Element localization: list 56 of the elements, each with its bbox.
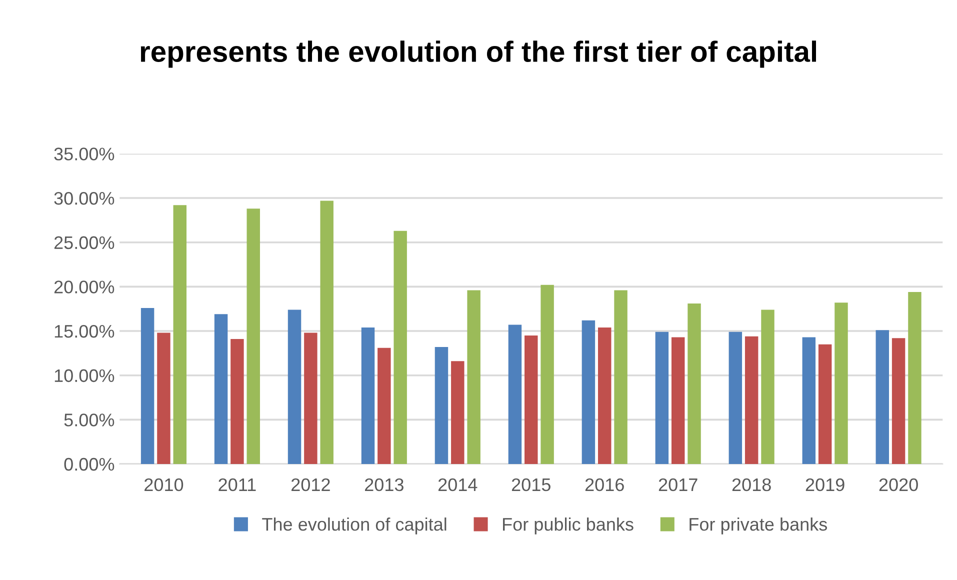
bar [876, 330, 889, 464]
bar [598, 327, 612, 464]
y-tick-label: 25.00% [54, 236, 114, 250]
y-tick-label: 5.00% [64, 414, 114, 426]
bar [728, 332, 742, 464]
bar [157, 332, 170, 464]
bar [467, 290, 480, 464]
y-tick-label: 30.00% [54, 192, 114, 205]
bar [230, 338, 244, 464]
bar [582, 320, 596, 464]
y-tick-label: 20.00% [54, 280, 114, 294]
x-tick-label: 2015 [512, 478, 550, 492]
bar [508, 324, 522, 464]
x-tick-label: 2019 [806, 478, 844, 492]
x-tick-label: 2010 [144, 478, 184, 492]
y-tick-label: 35.00% [54, 148, 114, 160]
bar [394, 230, 407, 464]
bar [434, 346, 448, 464]
legend-label: The evolution of capital [262, 517, 446, 534]
bar [173, 205, 186, 464]
x-tick-label: 2020 [879, 478, 918, 492]
bar [614, 290, 628, 464]
bar [834, 302, 848, 464]
bar [892, 338, 906, 464]
x-tick-label: 2014 [438, 478, 478, 492]
x-tick-label: 2011 [218, 478, 256, 492]
legend-label: For public banks [503, 517, 634, 534]
bar [288, 310, 302, 464]
x-tick-label: 2013 [364, 478, 404, 492]
bar [540, 284, 554, 464]
y-tick-label: 15.00% [54, 324, 114, 338]
bar [304, 332, 318, 464]
bar [214, 314, 228, 464]
x-tick-label: 2012 [292, 478, 330, 492]
bar [671, 337, 685, 464]
legend-label: For private banks [690, 517, 828, 534]
bar [378, 348, 391, 464]
bar [246, 208, 260, 464]
bar [802, 337, 816, 464]
x-tick-label: 2017 [658, 478, 698, 492]
y-tick-label: 10.00% [54, 369, 114, 382]
bar [451, 361, 464, 464]
x-tick-label: 2016 [585, 478, 624, 492]
bar [744, 336, 758, 464]
bar [320, 200, 334, 464]
y-tick-label: 0.00% [64, 458, 114, 471]
bar [140, 308, 154, 464]
bar [524, 335, 538, 464]
bar [908, 292, 922, 464]
bar [818, 344, 832, 464]
bar [761, 310, 774, 464]
x-tick-label: 2018 [732, 478, 771, 492]
bar [361, 327, 375, 464]
bar [688, 304, 701, 464]
chart-title: represents the evolution of the first tier of capital [140, 40, 816, 68]
bar [655, 332, 669, 464]
